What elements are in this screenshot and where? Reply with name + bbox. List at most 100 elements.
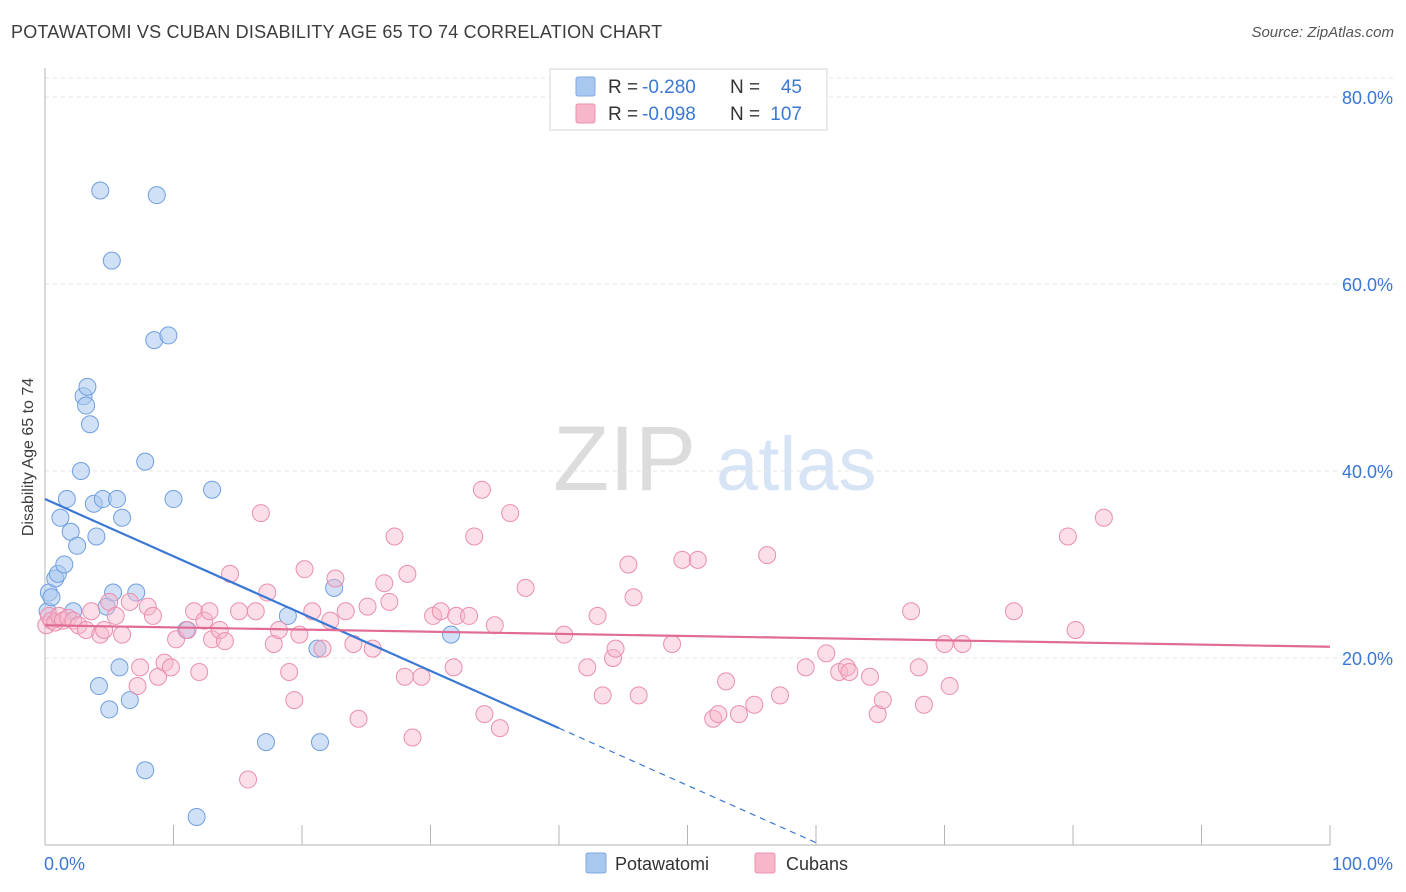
potawatomi-point [102, 251, 121, 270]
cubans-point [280, 663, 299, 682]
cubans-point [758, 546, 777, 565]
legend-r-label-1: R = [608, 77, 638, 98]
cubans-point [485, 616, 504, 635]
cubans-point [131, 658, 150, 677]
potawatomi-point [78, 377, 97, 396]
potawatomi-point [187, 807, 206, 826]
cubans-point [326, 569, 345, 588]
cubans-point [940, 677, 959, 696]
potawatomi-point [164, 490, 183, 509]
legend-n-value-1: 45 [781, 77, 802, 98]
potawatomi-point [203, 480, 222, 499]
potawatomi-point [71, 462, 90, 480]
cubans-point [143, 606, 162, 625]
legend-box [549, 68, 828, 131]
cubans-point [860, 667, 879, 686]
potawatomi-point [107, 490, 126, 509]
cubans-point [195, 611, 214, 630]
potawatomi-point [120, 691, 139, 710]
y-tick-labels: 20.0% 40.0% 60.0% 80.0% [1342, 88, 1393, 669]
cubans-point [717, 672, 736, 691]
bottom-legend-swatch-potawatomi [585, 852, 607, 874]
cubans-point [210, 620, 229, 639]
cubans-point [902, 602, 921, 621]
cubans-point [395, 667, 414, 686]
cubans-point [412, 667, 431, 686]
x-tick-label: 0.0% [44, 854, 85, 874]
cubans-point [909, 658, 928, 677]
source-note: Source: ZipAtlas.com [1251, 24, 1394, 41]
legend-swatch-potawatomi [575, 76, 596, 97]
cubans-point [624, 588, 643, 607]
cubans-point [673, 550, 692, 569]
potawatomi-point [325, 578, 344, 597]
cubans-point [128, 677, 147, 696]
cubans-point [380, 592, 399, 611]
cubans-point [840, 663, 859, 682]
potawatomi-point [42, 588, 61, 607]
cubans-point [138, 597, 157, 616]
bottom-legend-label-cubans: Cubans [786, 854, 848, 874]
bottom-legend-label-potawatomi: Potawatomi [615, 854, 709, 874]
potawatomi-point [159, 326, 178, 345]
x-tick-label: 100.0% [1332, 854, 1393, 874]
cubans-point [82, 602, 101, 621]
cubans-point [460, 606, 479, 625]
cubans-point [914, 695, 933, 714]
data-points [37, 181, 1113, 826]
potawatomi-point [77, 396, 96, 415]
legend-r-label-2: R = [608, 104, 638, 125]
potawatomi-point [308, 639, 327, 658]
potawatomi-point [89, 677, 108, 696]
cubans-point [1058, 527, 1077, 546]
cubans-point [230, 602, 249, 621]
potawatomi-point [127, 583, 146, 602]
cubans-point [190, 663, 209, 682]
cubans-point [817, 644, 836, 663]
potawatomi-point [91, 181, 110, 200]
x-tick-labels: 0.0% 100.0% [44, 854, 1393, 874]
axes [44, 68, 1331, 846]
cubans-point [106, 606, 125, 625]
cubans-point [629, 686, 648, 705]
potawatomi-point [104, 583, 123, 602]
cubans-point [349, 709, 368, 728]
cubans-point [161, 658, 180, 677]
cubans-point [796, 658, 815, 677]
cubans-trend-line [44, 624, 1331, 648]
cubans-point [264, 634, 283, 653]
cubans-point [953, 634, 972, 653]
potawatomi-point [87, 527, 106, 546]
cubans-point [935, 634, 954, 653]
legend-r-value-1: -0.280 [642, 77, 696, 98]
chart-title: POTAWATOMI VS CUBAN DISABILITY AGE 65 TO… [11, 22, 663, 42]
cubans-point [239, 770, 258, 789]
cubans-point [709, 705, 728, 724]
cubans-point [501, 504, 520, 523]
y-axis-label: Disability Age 65 to 74 [20, 378, 37, 536]
cubans-point [663, 634, 682, 653]
trend-lines [44, 498, 1331, 844]
y-tick-label: 60.0% [1342, 275, 1393, 295]
watermark-zip: ZIP [553, 408, 696, 510]
cubans-point [251, 504, 270, 523]
cubans-point [837, 658, 856, 677]
cubans-point [358, 597, 377, 616]
cubans-point [95, 620, 114, 639]
cubans-point [688, 550, 707, 569]
cubans-point [475, 705, 494, 724]
legend-r-value-2: -0.098 [642, 104, 696, 125]
cubans-point [113, 625, 132, 644]
cubans-point [465, 527, 484, 546]
bottom-legend: Potawatomi Cubans [585, 852, 848, 874]
y-tick-label: 20.0% [1342, 649, 1393, 669]
cubans-point [403, 728, 422, 747]
potawatomi-point [442, 625, 461, 644]
bottom-legend-swatch-cubans [754, 852, 776, 874]
cubans-point [619, 555, 638, 574]
legend-n-label-1: N = [730, 77, 760, 98]
legend-n-value-2: 107 [770, 104, 802, 125]
cubans-point [185, 602, 204, 621]
cubans-point [200, 602, 219, 621]
